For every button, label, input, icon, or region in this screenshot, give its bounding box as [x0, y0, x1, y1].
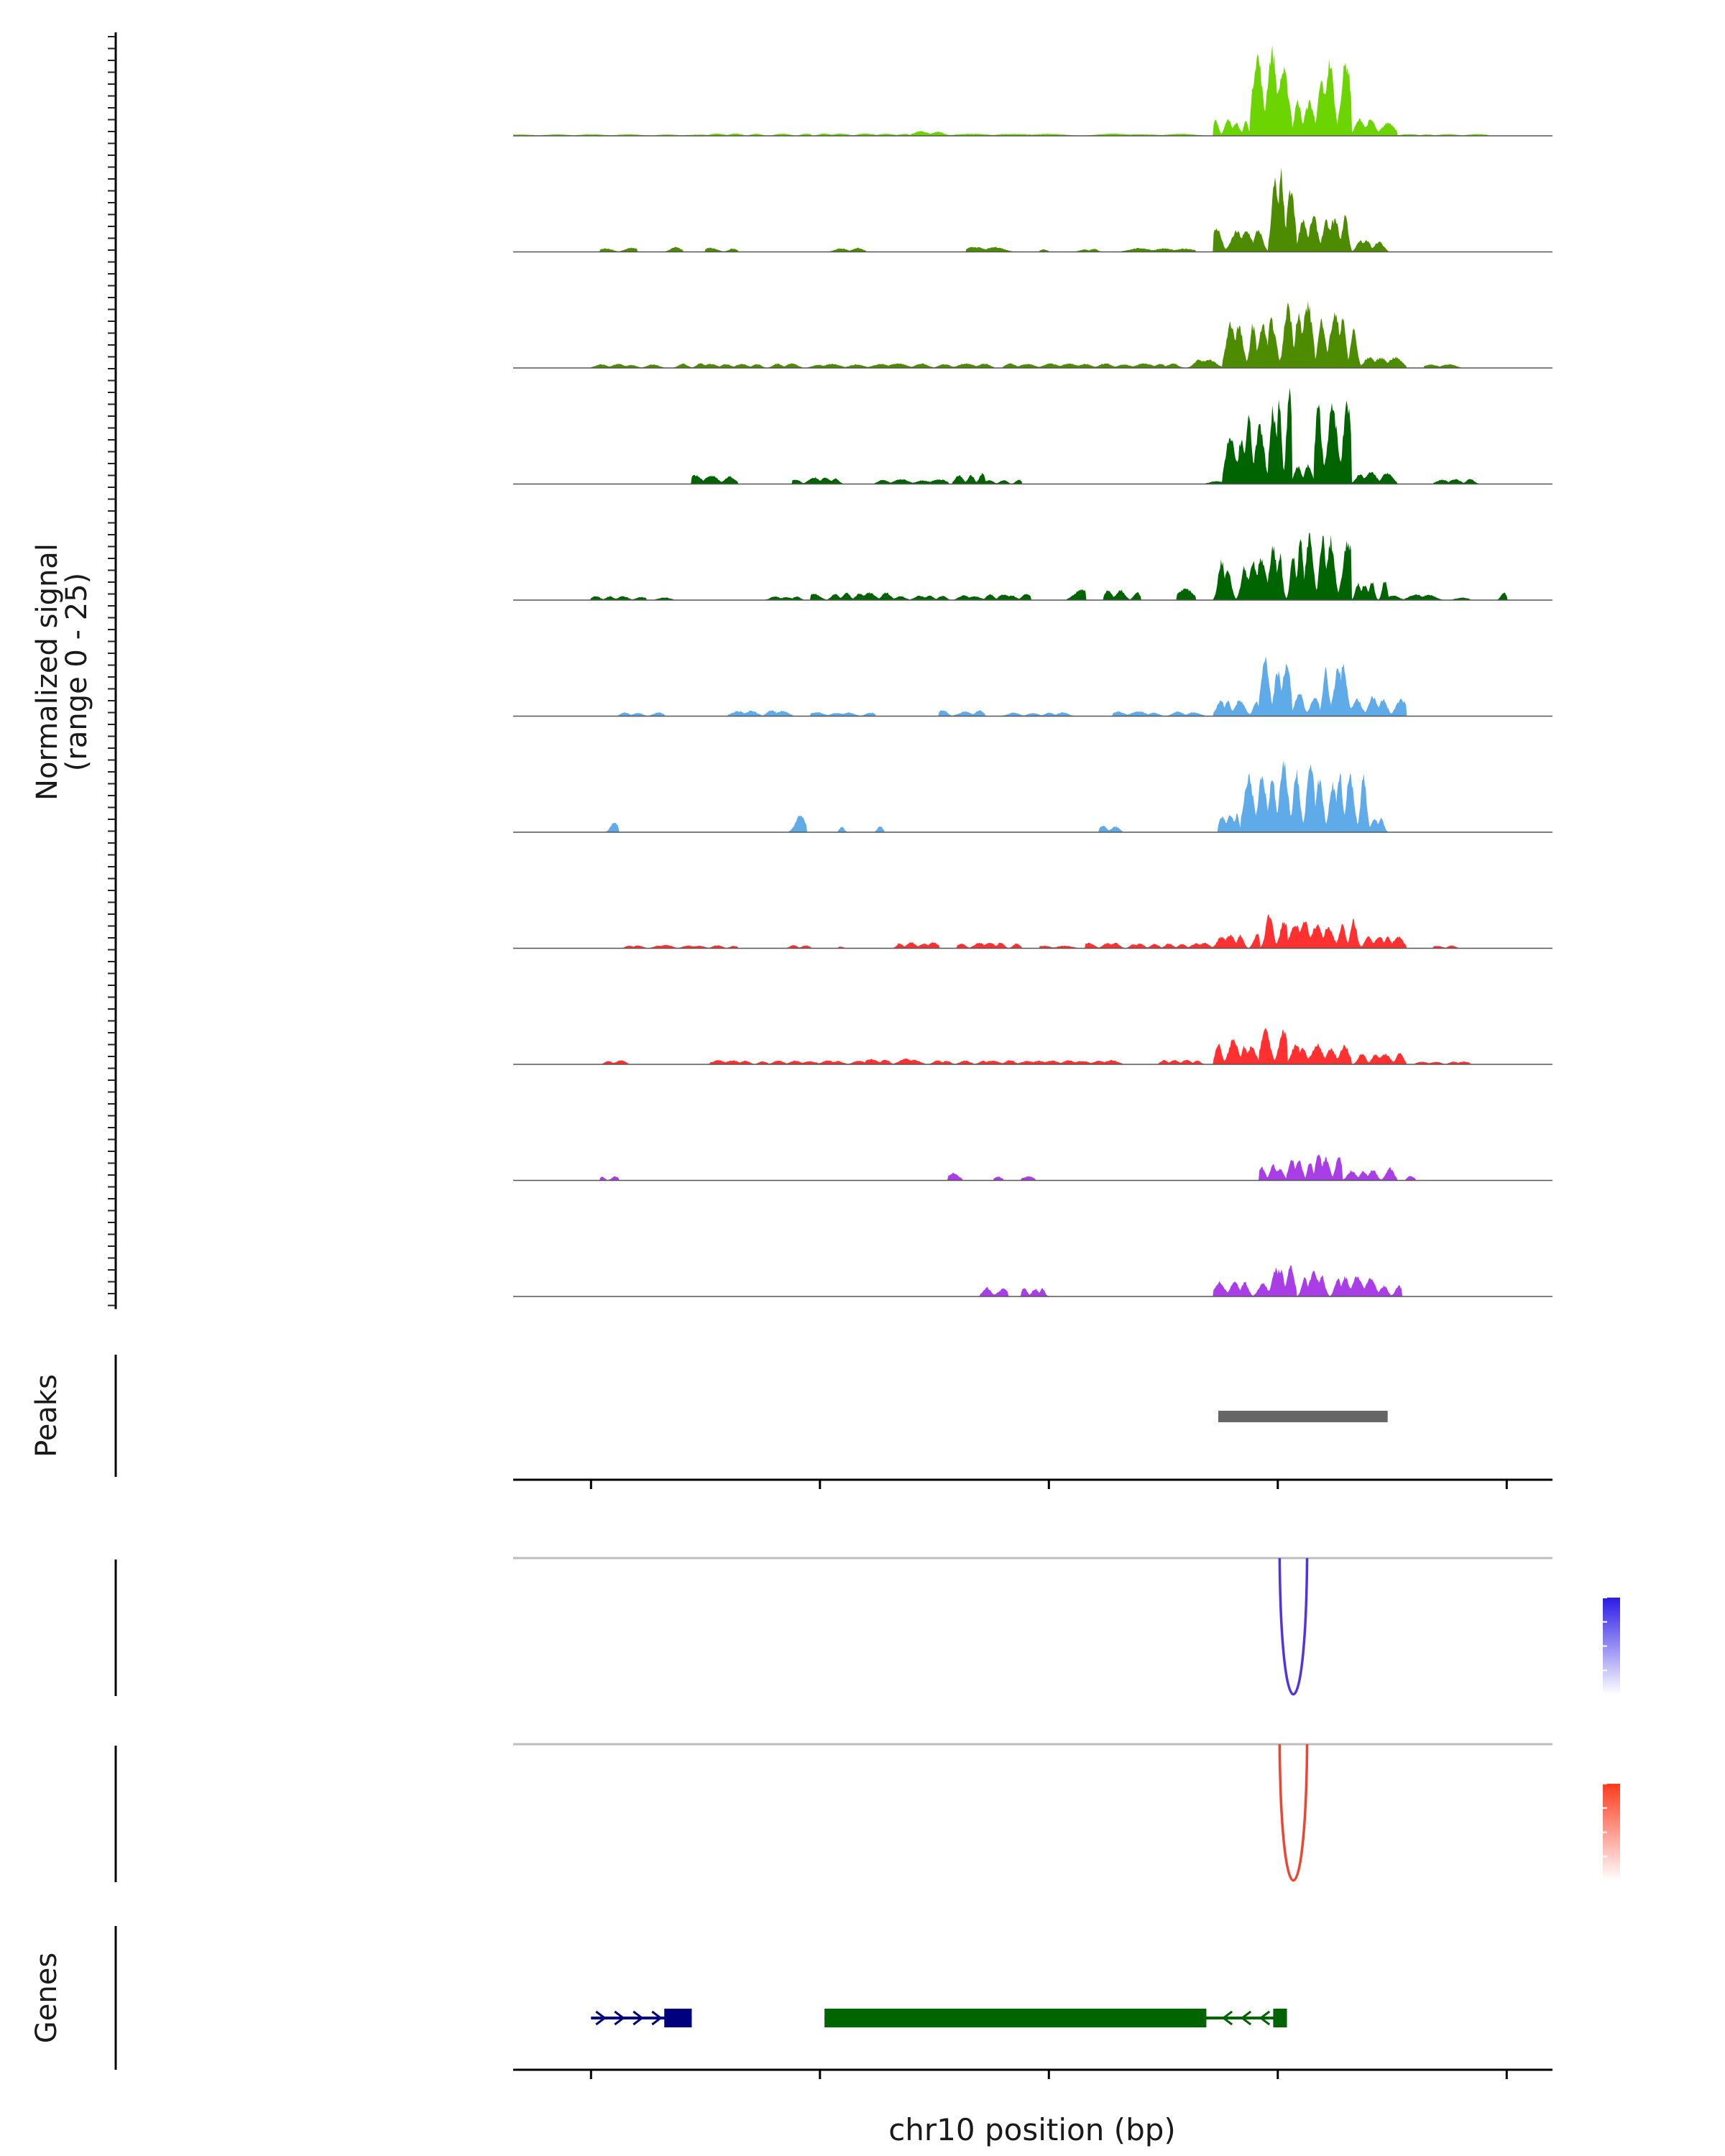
coverage-tracks	[513, 45, 1552, 1297]
x-axis-bottom	[589, 2070, 1508, 2079]
coverage-area	[513, 760, 1552, 832]
gene-model	[824, 2009, 1287, 2027]
coverage-area	[513, 167, 1552, 252]
coverage-area	[513, 1265, 1552, 1296]
genes-label: Genes	[30, 1953, 63, 2043]
coverage-track	[513, 760, 1552, 833]
coverage-track	[513, 387, 1552, 485]
coverage-track	[513, 913, 1552, 949]
links-panels	[114, 1557, 1620, 1882]
coverage-panel: Normalized signal (range 0 - 25)	[31, 32, 1552, 1309]
strand-arrow	[1221, 2010, 1233, 2026]
coverage-area	[513, 913, 1552, 949]
coverage-track	[513, 45, 1552, 137]
coverage-area	[513, 387, 1552, 484]
links-panel	[114, 1743, 1620, 1882]
coverage-area	[513, 45, 1552, 136]
gene-models	[591, 2009, 1287, 2027]
coverage-area	[513, 1028, 1552, 1064]
coverage-track	[513, 1028, 1552, 1065]
coverage-y-axis	[108, 32, 117, 1309]
coverage-track	[513, 1154, 1552, 1181]
coverage-y-axis-label-line1: Normalized signal	[31, 543, 64, 801]
peak-region	[1218, 1411, 1388, 1422]
strand-arrow	[1240, 2010, 1252, 2026]
gene-exon	[664, 2009, 692, 2027]
coverage-area	[513, 1154, 1552, 1181]
link-arc	[1278, 1557, 1309, 1696]
coverage-track	[513, 655, 1552, 717]
coverage-track	[513, 300, 1552, 369]
coverage-y-axis-label-line2: (range 0 - 25)	[60, 573, 93, 771]
gene-exon	[1273, 2009, 1287, 2027]
x-axis-title: chr10 position (bp)	[888, 2112, 1176, 2147]
links-panel	[114, 1557, 1620, 1696]
genes-panel: Genes chr10 position (bp)	[30, 1926, 1552, 2147]
x-axis-top	[589, 1480, 1508, 1489]
coverage-track	[513, 167, 1552, 253]
score-legend	[1603, 1597, 1620, 1695]
strand-arrow	[595, 2010, 607, 2026]
strand-arrow	[1259, 2010, 1271, 2026]
strand-arrow	[614, 2010, 625, 2026]
coverage-area	[513, 655, 1552, 717]
strand-arrow	[632, 2010, 644, 2026]
coverage-track	[513, 533, 1552, 601]
strand-arrow	[651, 2010, 663, 2026]
peaks-panel: Peaks	[30, 1355, 1552, 1489]
peaks-label: Peaks	[30, 1374, 63, 1457]
score-legend	[1603, 1783, 1620, 1881]
coverage-area	[513, 300, 1552, 368]
gene-model	[591, 2009, 692, 2027]
coverage-track	[513, 1265, 1552, 1297]
link-arc	[1278, 1743, 1309, 1882]
coverage-area	[513, 533, 1552, 600]
peak-regions	[1218, 1411, 1388, 1422]
gene-exon	[824, 2009, 1207, 2027]
